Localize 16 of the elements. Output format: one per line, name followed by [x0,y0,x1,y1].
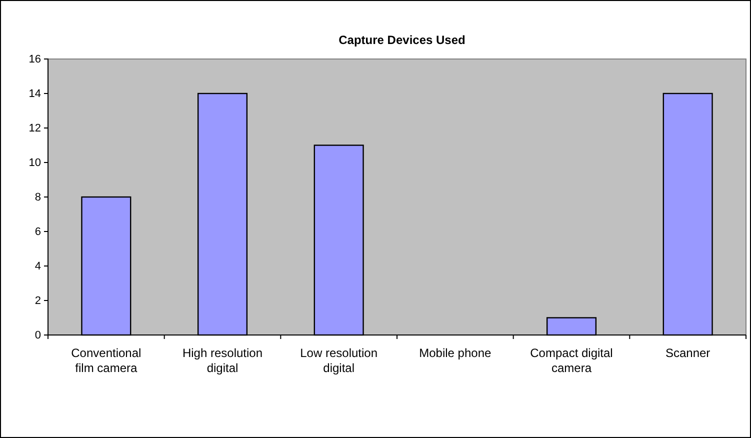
x-tick-label: Conventional film camera [71,346,142,375]
y-tick-label: 6 [34,226,41,238]
x-tick-label: Scanner [665,346,710,360]
y-tick-label: 2 [34,295,41,308]
x-tick-label: Compact digital camera [530,346,613,375]
y-tick-label: 12 [28,122,41,135]
chart-title: Capture Devices Used [338,33,466,47]
y-tick-label: 16 [28,54,41,66]
y-tick-label: 4 [34,260,41,273]
x-tick-label: Low resolution digital [300,346,378,375]
x-tick-label: High resolution digital [182,346,263,375]
y-tick-label: 8 [34,192,41,204]
x-tick-label: Mobile phone [419,346,492,360]
y-tick-label: 10 [28,157,41,170]
y-tick-label: 14 [28,88,41,100]
y-tick-label: 0 [34,330,41,342]
